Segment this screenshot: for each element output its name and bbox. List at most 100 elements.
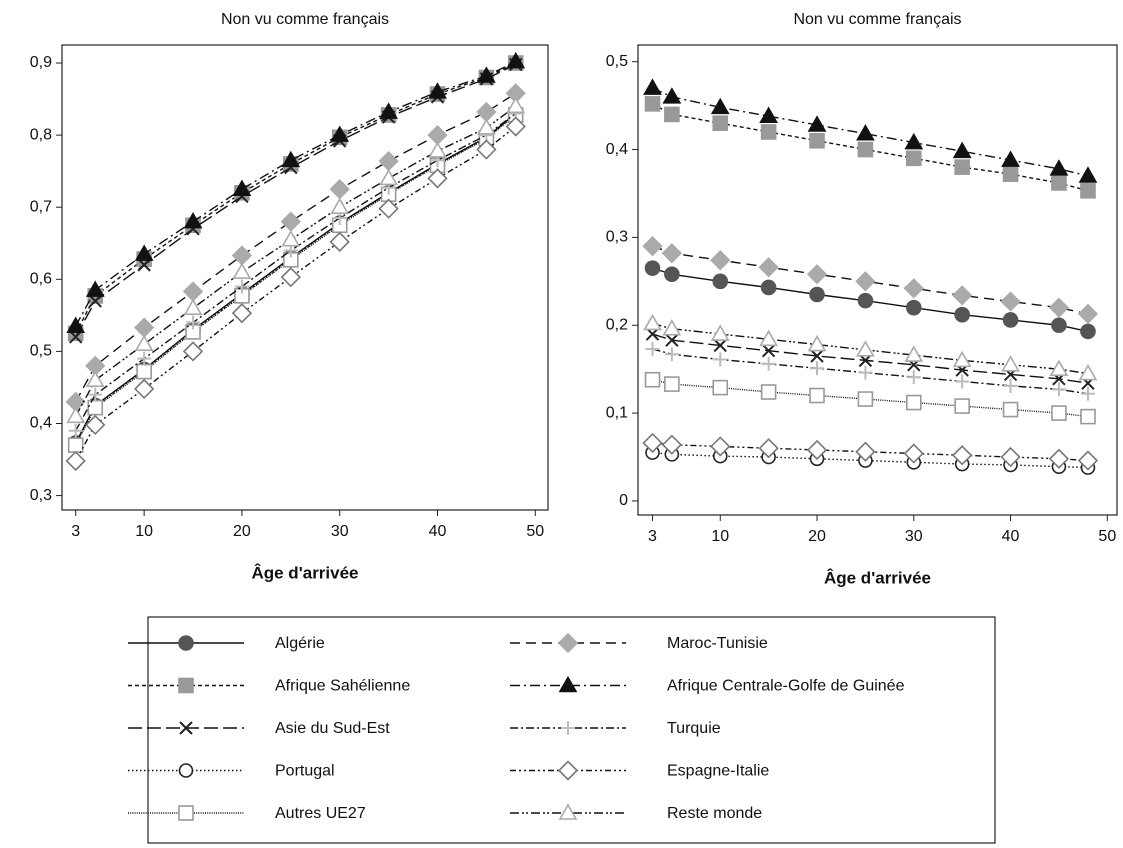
marker [231, 303, 253, 324]
marker [855, 441, 876, 462]
y-tick-label: 0,2 [606, 316, 628, 333]
marker [664, 266, 680, 283]
marker [855, 271, 876, 292]
marker [87, 399, 104, 416]
marker [903, 278, 924, 299]
marker [134, 378, 155, 400]
series [642, 236, 1099, 324]
y-tick-label: 0,7 [30, 198, 52, 215]
marker [85, 370, 105, 388]
legend-label: Turquie [667, 720, 721, 737]
x-tick-label: 20 [808, 528, 826, 545]
marker [65, 450, 86, 472]
x-axis-label: Âge d'arrivée [251, 563, 358, 582]
marker [505, 116, 526, 137]
chart-title: Non vu comme français [793, 11, 961, 28]
x-axis-label: Âge d'arrivée [824, 568, 931, 587]
marker [136, 363, 152, 380]
legend-label: Algérie [275, 635, 325, 652]
marker [428, 141, 447, 158]
marker [857, 141, 874, 158]
legend-label: Espagne-Italie [667, 763, 769, 780]
marker [760, 384, 777, 400]
legend-box [147, 616, 996, 844]
marker [807, 334, 827, 352]
marker [1080, 408, 1096, 425]
marker [760, 279, 777, 296]
series-line [75, 62, 517, 334]
series [644, 260, 1096, 340]
marker [378, 150, 399, 172]
marker [761, 344, 776, 358]
marker [906, 370, 921, 385]
marker [758, 257, 779, 278]
marker [665, 333, 679, 347]
marker [758, 438, 779, 459]
marker [477, 118, 496, 135]
legend-marker [561, 721, 575, 735]
marker [1001, 355, 1020, 372]
marker [759, 106, 779, 123]
marker [810, 349, 824, 363]
marker [1001, 150, 1020, 167]
series-line [75, 114, 517, 446]
marker [280, 267, 301, 288]
marker [952, 445, 973, 466]
marker [712, 115, 729, 131]
marker [857, 391, 874, 407]
marker [506, 51, 526, 69]
marker [644, 96, 661, 112]
marker [1077, 450, 1099, 471]
marker [1080, 386, 1095, 401]
marker [857, 292, 874, 309]
marker [1048, 448, 1070, 469]
series-line [652, 87, 1089, 177]
x-tick-label: 3 [71, 523, 80, 540]
marker [88, 294, 102, 308]
marker [642, 432, 663, 454]
marker [281, 150, 301, 168]
marker [1078, 166, 1098, 183]
marker [134, 334, 154, 351]
series [645, 341, 1095, 401]
marker [379, 168, 398, 186]
y-tick-label: 0,3 [30, 487, 52, 504]
series-line [75, 63, 517, 338]
marker [904, 132, 924, 150]
y-tick-label: 0,9 [30, 54, 52, 71]
y-tick-label: 0,1 [606, 404, 628, 421]
marker [85, 414, 106, 436]
marker [761, 356, 776, 371]
series-line [75, 60, 517, 327]
marker [1002, 166, 1019, 182]
marker [809, 132, 825, 149]
marker [713, 338, 727, 353]
legend-label: Afrique Centrale-Golfe de Guinée [667, 678, 905, 695]
marker [476, 139, 497, 160]
marker [954, 306, 970, 323]
marker [186, 315, 201, 330]
marker [712, 379, 729, 396]
marker [1051, 382, 1066, 397]
marker [329, 231, 350, 252]
legend-label: Maroc-Tunisie [667, 635, 768, 652]
marker [1002, 401, 1019, 418]
legend-marker [178, 763, 194, 778]
marker [428, 82, 447, 99]
marker [506, 96, 526, 114]
marker [1080, 183, 1096, 199]
series [65, 116, 526, 472]
marker [810, 361, 825, 376]
marker [856, 124, 875, 141]
marker [231, 245, 253, 266]
marker [330, 125, 350, 142]
marker [183, 298, 203, 315]
marker [954, 159, 970, 175]
marker [712, 273, 729, 290]
x-tick-label: 50 [1098, 528, 1116, 545]
legend-marker [179, 721, 193, 735]
y-tick-label: 0,5 [606, 53, 628, 70]
marker [809, 387, 825, 404]
series [643, 78, 1098, 183]
